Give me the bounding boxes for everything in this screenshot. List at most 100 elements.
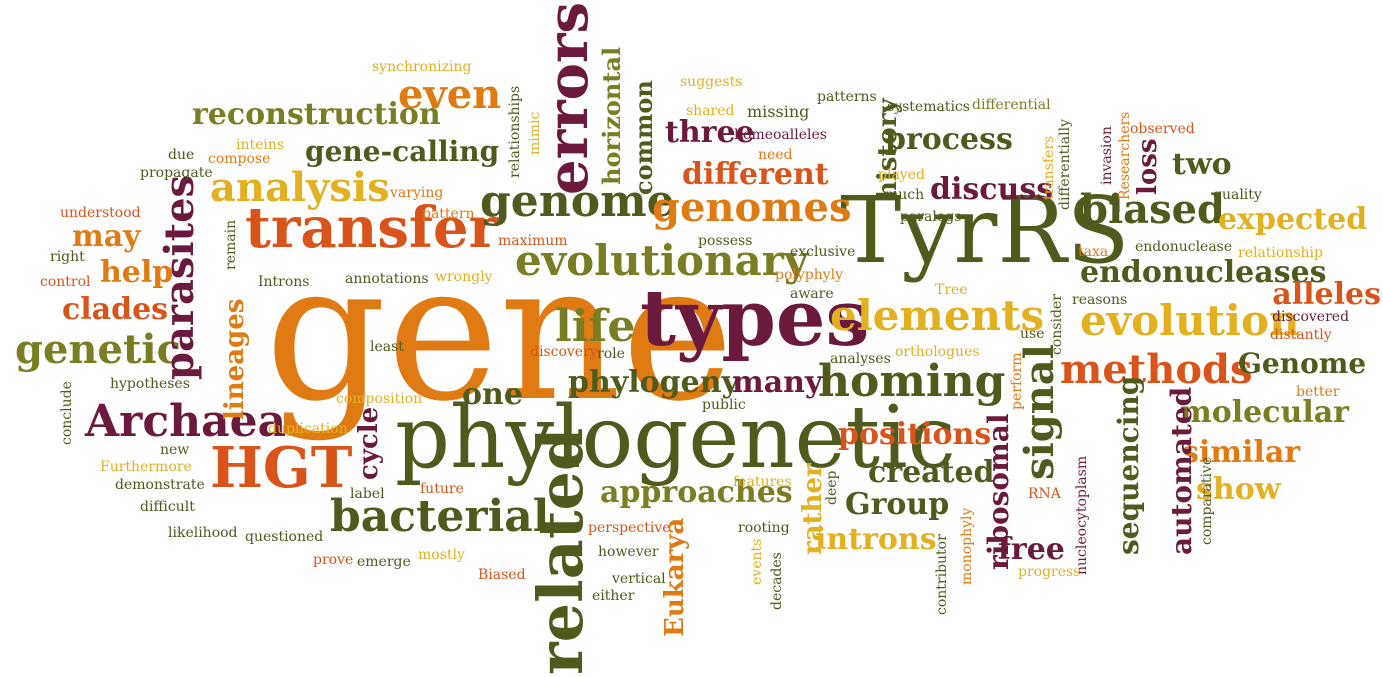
cloud-word: however xyxy=(598,544,659,560)
cloud-word: propagate xyxy=(140,165,213,181)
cloud-word: may xyxy=(72,219,141,254)
cloud-word: transfers xyxy=(1041,135,1057,200)
cloud-word: contributor xyxy=(934,534,950,615)
cloud-word: three xyxy=(665,115,755,150)
cloud-word: one xyxy=(462,377,523,412)
cloud-word: discovered xyxy=(1272,309,1350,325)
cloud-word: progress xyxy=(1018,564,1081,580)
cloud-word: genome xyxy=(480,176,675,227)
cloud-word: patterns xyxy=(817,89,877,105)
cloud-word: control xyxy=(40,274,91,290)
cloud-word: HGT xyxy=(210,435,353,501)
cloud-word: endonucleases xyxy=(1080,255,1327,290)
cloud-word: varying xyxy=(390,185,444,201)
cloud-word: many xyxy=(732,365,823,400)
cloud-word: common xyxy=(629,80,658,195)
cloud-word: missing xyxy=(747,102,810,121)
cloud-word: genomes xyxy=(652,184,852,231)
cloud-word: prove xyxy=(313,552,354,568)
cloud-word: clades xyxy=(62,292,169,327)
cloud-word: rooting xyxy=(738,520,790,536)
cloud-word: least xyxy=(370,339,404,355)
cloud-word: invasion xyxy=(1099,126,1115,185)
cloud-word: cycle xyxy=(354,406,384,480)
cloud-word: perspective xyxy=(588,520,671,536)
cloud-word: types xyxy=(640,273,870,364)
cloud-word: understood xyxy=(60,205,141,221)
cloud-word: systematics xyxy=(887,99,970,115)
cloud-word: approaches xyxy=(600,475,793,510)
cloud-word: Archaea xyxy=(85,396,287,447)
cloud-word: Group xyxy=(845,487,950,522)
cloud-word: gene xyxy=(265,222,734,443)
cloud-word: new xyxy=(160,442,190,458)
cloud-word: sequencing xyxy=(1112,375,1145,555)
cloud-word: aware xyxy=(790,286,834,302)
cloud-word: possess xyxy=(698,233,753,249)
cloud-word: reconstruction xyxy=(192,97,441,132)
cloud-word: decades xyxy=(769,552,785,610)
cloud-word: inteins xyxy=(236,137,285,153)
cloud-word: errors xyxy=(535,2,601,196)
cloud-word: Biased xyxy=(478,567,526,583)
cloud-word: pattern xyxy=(422,206,475,222)
cloud-word: role xyxy=(597,346,625,362)
cloud-word: expected xyxy=(1218,202,1368,237)
cloud-word: show xyxy=(1196,472,1281,507)
cloud-word: alleles xyxy=(1272,277,1381,312)
cloud-word: discuss xyxy=(930,172,1054,207)
cloud-word: difficult xyxy=(140,499,195,515)
cloud-word: automated xyxy=(1165,386,1198,555)
cloud-word: features xyxy=(733,474,792,490)
cloud-word: gene-calling xyxy=(305,135,500,168)
cloud-word: distantly xyxy=(1270,327,1332,343)
cloud-word: orthologues xyxy=(895,344,980,360)
cloud-word: bacterial xyxy=(330,491,550,542)
cloud-word: methods xyxy=(1060,346,1253,393)
cloud-word: process xyxy=(885,122,1013,157)
cloud-word: created xyxy=(868,455,995,490)
cloud-word: molecular xyxy=(1180,395,1349,430)
cloud-word: quality xyxy=(1213,187,1262,203)
cloud-word: related xyxy=(524,427,597,675)
cloud-word: consider xyxy=(1049,294,1065,355)
cloud-word: lineages xyxy=(220,298,250,420)
cloud-word: maximum xyxy=(498,233,568,249)
cloud-word: played xyxy=(878,167,925,183)
cloud-word: taxa xyxy=(1078,244,1109,260)
cloud-word: TyrRS xyxy=(840,177,1130,284)
cloud-word: relationship xyxy=(1238,245,1323,261)
cloud-word: label xyxy=(350,486,385,502)
cloud-word: better xyxy=(1296,384,1340,400)
cloud-word: even xyxy=(398,71,502,118)
cloud-word: need xyxy=(758,147,793,163)
cloud-word: due xyxy=(168,147,195,163)
cloud-word: phylogenetic xyxy=(395,388,956,488)
cloud-word: remain xyxy=(223,219,239,270)
cloud-word: life xyxy=(555,301,636,352)
cloud-word: much xyxy=(885,187,925,203)
cloud-word: emerge xyxy=(357,554,411,570)
cloud-word: positions xyxy=(838,417,992,452)
cloud-word: vertical xyxy=(612,571,666,587)
cloud-word: Genome xyxy=(1238,347,1367,380)
cloud-word: Researchers xyxy=(1117,111,1133,200)
cloud-word: exclusive xyxy=(790,244,856,260)
cloud-word: deep xyxy=(824,470,840,506)
cloud-word: horizontal xyxy=(597,46,626,185)
cloud-word: genetic xyxy=(15,326,181,373)
cloud-word: evolution xyxy=(1080,296,1300,345)
cloud-word: suggests xyxy=(680,74,743,90)
cloud-word: questioned xyxy=(245,529,324,545)
cloud-word: perform xyxy=(1009,352,1025,410)
cloud-word: nucleocytoplasm xyxy=(1074,455,1090,575)
cloud-word: homeoalleles xyxy=(734,127,827,143)
cloud-word: rather xyxy=(798,463,828,555)
cloud-word: differential xyxy=(972,97,1051,113)
cloud-word: right xyxy=(50,249,85,265)
cloud-word: introns xyxy=(815,522,937,557)
cloud-word: compose xyxy=(208,151,271,167)
cloud-word: either xyxy=(592,588,635,604)
cloud-word: help xyxy=(100,255,174,290)
cloud-word: biased xyxy=(1080,186,1226,233)
